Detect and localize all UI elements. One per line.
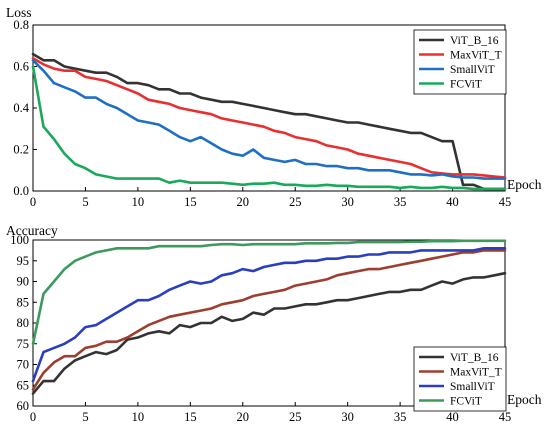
y-tick-label: 85 [17,295,30,309]
y-axis-label: Accuracy [6,223,58,238]
x-tick-label: 20 [237,195,250,209]
x-tick-label: 40 [446,410,459,424]
x-axis-label: Epoch [507,177,542,192]
x-tick-label: 30 [341,410,354,424]
y-tick-label: 75 [17,337,30,351]
x-tick-label: 0 [30,195,36,209]
series-line-vit-b-16 [31,52,507,191]
x-tick-label: 10 [132,195,145,209]
y-tick-label: 60 [17,399,30,413]
x-tick-label: 5 [82,410,88,424]
y-tick-label: 70 [17,358,30,372]
x-tick-label: 15 [184,195,197,209]
legend-label: SmallViT [450,64,495,76]
y-tick-label: 65 [17,378,30,392]
y-tick-label: 0.2 [13,143,29,157]
x-tick-label: 15 [184,410,197,424]
x-tick-label: 45 [499,410,512,424]
legend-label: MaxViT_T [450,367,502,379]
y-tick-label: 0.6 [13,60,29,74]
series-line-maxvit-t [31,249,507,391]
x-tick-label: 35 [394,195,407,209]
series-line-fcvit [31,239,507,346]
x-tick-label: 25 [289,195,302,209]
y-tick-label: 0.8 [13,18,29,32]
legend-label: ViT_B_16 [450,35,499,47]
series-line-maxvit-t [31,56,507,179]
y-tick-label: 95 [17,254,30,268]
legend-label: FCViT [450,79,482,91]
x-tick-label: 35 [394,410,407,424]
y-tick-label: 100 [10,233,29,247]
x-axis-label: Epoch [507,392,542,407]
series-line-vit-b-16 [31,271,507,395]
accuracy-chart: 60 65 70 75 80 85 90 95 100 0 5 10 15 20 25 30 35 40 45 Acc… [6,223,542,424]
legend-label: MaxViT_T [450,50,502,62]
x-tick-label: 5 [82,195,88,209]
x-tick-label: 45 [499,195,512,209]
x-tick-label: 25 [289,410,302,424]
x-tick-label: 10 [132,410,145,424]
legend: ViT_B_16 MaxViT_T SmallViT FCViT [413,29,507,95]
legend: ViT_B_16 MaxViT_T SmallViT FCViT [413,346,507,412]
legend-label: SmallViT [450,381,495,393]
y-tick-label: 0.0 [13,184,29,198]
legend-label: ViT_B_16 [450,352,499,364]
y-tick-label: 0.4 [13,101,29,115]
x-tick-label: 30 [341,195,354,209]
x-tick-label: 20 [237,410,250,424]
y-axis-label: Loss [6,5,32,20]
x-tick-label: 40 [446,195,459,209]
x-tick-label: 0 [30,410,36,424]
legend-label: FCViT [450,396,482,408]
y-tick-label: 80 [17,316,30,330]
series-line-fcvit [31,65,507,191]
series-line-smallvit [31,58,507,180]
series-line-smallvit [31,247,507,383]
y-tick-label: 90 [17,275,30,289]
loss-chart: 0.0 0.2 0.4 0.6 0.8 0 5 10 15 20 25 30 35 40 45 Loss Epo… [6,5,542,209]
